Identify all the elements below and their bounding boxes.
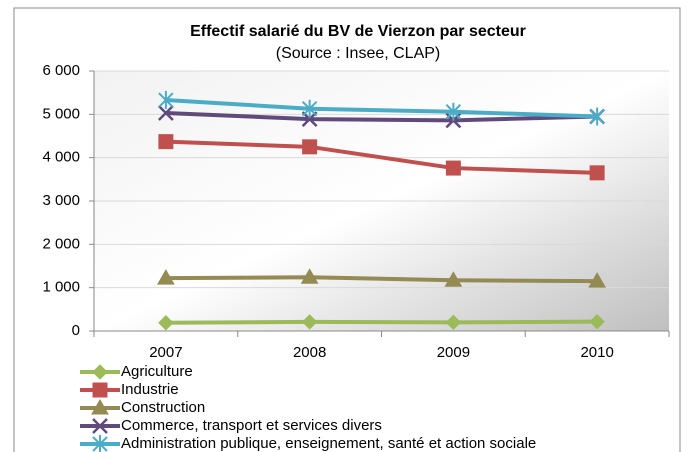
marker (589, 313, 605, 330)
marker (302, 139, 318, 155)
x-tick-label: 2009 (437, 344, 470, 361)
marker (589, 165, 605, 181)
x-tick-label: 2007 (149, 344, 182, 361)
marker (589, 107, 605, 126)
marker (157, 269, 175, 285)
y-tick-label: 6 000 (42, 62, 80, 79)
y-tick-label: 1 000 (42, 279, 80, 296)
series-line (165, 139, 598, 175)
legend-marker (92, 418, 108, 434)
marker (301, 99, 318, 118)
legend-label: Construction (121, 399, 205, 416)
marker (157, 105, 174, 121)
y-tick-label: 4 000 (42, 149, 80, 166)
series-line (165, 98, 598, 119)
marker (444, 271, 463, 287)
legend-marker (91, 398, 109, 415)
y-tick-label: 3 000 (42, 192, 80, 209)
marker (588, 272, 606, 288)
legend-label: Industrie (121, 381, 179, 398)
marker (445, 102, 462, 121)
series-line (165, 319, 598, 325)
marker (158, 315, 174, 331)
marker (301, 314, 318, 330)
x-tick-label: 2010 (580, 344, 613, 361)
marker (300, 268, 319, 284)
legend-marker (92, 382, 108, 398)
chart-subtitle: (Source : Insee, CLAP) (276, 45, 441, 62)
y-tick-label: 2 000 (42, 235, 80, 252)
series-line (165, 111, 598, 123)
legend-label: Commerce, transport et services divers (121, 417, 382, 434)
y-tick-label: 5 000 (42, 105, 80, 122)
series-line (165, 275, 598, 284)
legend-marker (92, 435, 108, 452)
legend-label: Agriculture (121, 363, 193, 380)
legend-marker (92, 364, 108, 380)
marker (445, 160, 461, 176)
legend-label: Administration publique, enseignement, s… (121, 435, 536, 452)
marker (445, 314, 462, 331)
x-tick-label: 2008 (293, 344, 326, 361)
marker (158, 91, 174, 110)
y-tick-label: 0 (72, 322, 80, 339)
marker (158, 134, 174, 150)
chart-title: Effectif salarié du BV de Vierzon par se… (190, 23, 526, 40)
